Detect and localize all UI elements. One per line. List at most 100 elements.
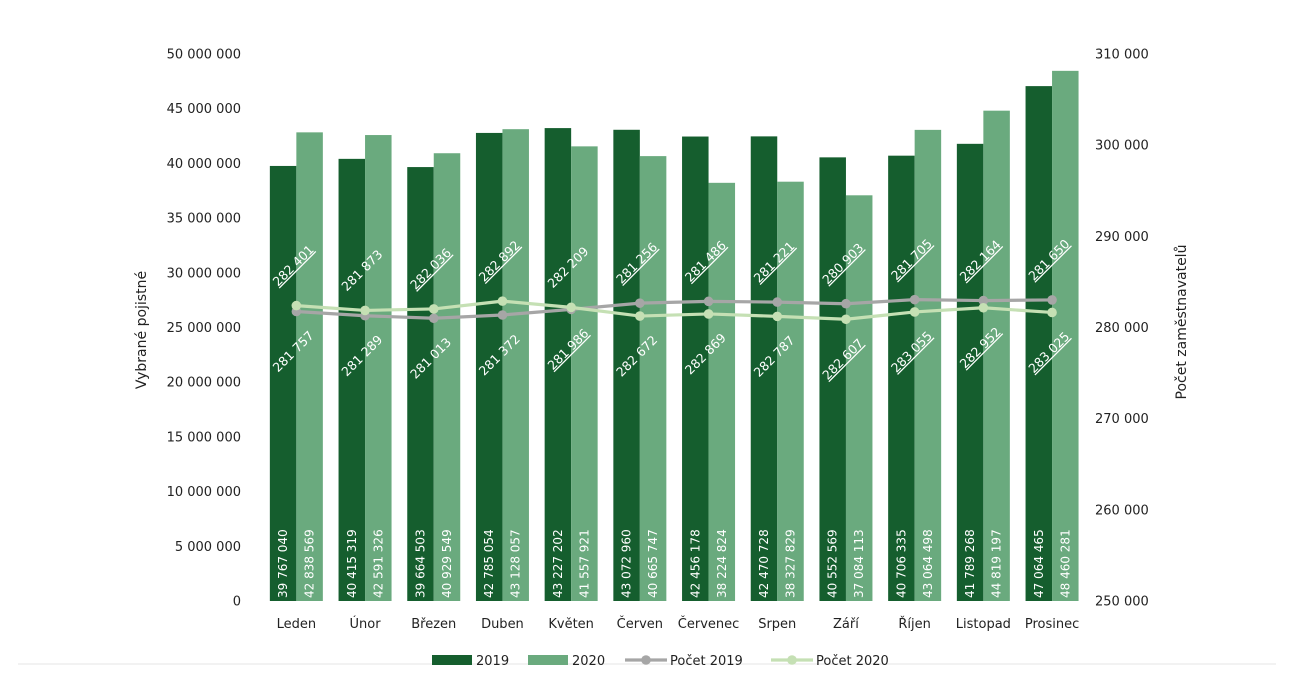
bar-2020-Listopad [983,110,1010,602]
bar-value-label: 39 664 503 [414,529,428,598]
bar-value-label: 42 591 326 [371,529,385,598]
bar-value-label: 41 557 921 [577,529,591,598]
bar-2020-Duben [502,129,529,601]
legend-swatch [528,655,568,665]
bar-value-label: 42 456 178 [688,529,702,598]
x-tick-label: Duben [481,617,524,632]
point-Počet 2019-Červen [635,298,645,308]
x-tick-label: Únor [350,616,382,632]
y2-tick-label: 270 000 [1095,412,1149,427]
point-Počet 2020-Říjen [909,307,920,317]
legend-label: 2020 [572,654,605,669]
legend-swatch [432,655,472,665]
y-tick-label: 35 000 000 [167,212,241,227]
bar-value-label: 42 785 054 [482,529,496,598]
point-Počet 2019-Listopad [978,295,989,306]
x-tick-label: Říjen [898,616,931,632]
point-Počet 2019-Duben [497,310,508,320]
y2-tick-label: 260 000 [1095,503,1149,518]
bar-value-label: 42 470 728 [757,529,771,598]
x-tick-label: Červenec [678,616,740,632]
legend-label: Počet 2019 [670,654,743,669]
bar-value-label: 40 665 747 [646,529,660,598]
bar-2020-Červen [639,156,667,601]
bar-value-label: 43 064 498 [921,529,935,598]
x-tick-label: Listopad [956,617,1011,632]
bar-2019-Únor [338,158,366,601]
y2-tick-label: 280 000 [1095,321,1149,336]
point-Počet 2019-Červenec [703,296,714,307]
y-tick-label: 20 000 000 [167,376,241,391]
bar-2019-Červen [613,129,640,602]
bar-2020-Říjen [914,129,942,601]
x-tick-label: Září [833,617,859,632]
bar-value-label: 40 929 549 [440,529,454,598]
bar-value-label: 37 084 113 [852,529,866,598]
bar-2020-Září [845,195,873,601]
bar-2019-Leden [269,165,297,601]
bar-value-label: 43 227 202 [551,529,565,598]
legend-label: 2019 [476,654,509,669]
bar-value-label: 38 224 824 [715,529,729,598]
bar-2020-Květen [571,146,598,602]
bar-value-label: 40 552 569 [826,529,840,598]
bar-2019-Září [819,157,846,601]
legend-marker [641,655,651,665]
bar-value-label: 40 706 335 [894,529,908,598]
bar-value-label: 48 460 281 [1058,529,1072,598]
y-tick-label: 30 000 000 [167,266,241,281]
y-axis-title: Vybrané pojistné [134,271,150,389]
bar-2019-Říjen [888,155,915,601]
line-Počet 2020 [296,299,1053,321]
lines [291,294,1057,325]
bar-2020-Březen [433,153,461,602]
y-tick-label: 40 000 000 [167,157,241,172]
bars [269,70,1079,602]
y-tick-label: 25 000 000 [167,321,241,336]
bar-value-label: 42 838 569 [303,529,317,598]
bar-value-label: 44 819 197 [990,529,1004,598]
legend-marker [787,655,797,665]
bar-2019-Srpen [750,136,778,601]
right-axis-ticks: 250 000 260 000 270 000 280 000 290 000 300 0… [1095,48,1149,610]
point-Počet 2020-Únor [360,305,370,316]
bar-value-label: 41 789 268 [963,529,977,598]
bar-2019-Prosinec [1025,86,1053,602]
legend-label: Počet 2020 [816,654,889,669]
bar-value-label: 47 064 465 [1032,529,1046,598]
bar-2019-Listopad [956,143,984,601]
point-Počet 2020-Květen [566,302,576,313]
point-Počet 2020-Srpen [772,311,783,322]
y2-tick-label: 300 000 [1095,139,1149,154]
bar-2020-Srpen [777,181,804,602]
y-tick-label: 15 000 000 [167,430,241,445]
bar-value-label: 39 767 040 [276,529,290,598]
bar-2019-Březen [407,167,434,601]
x-tick-label: Srpen [758,617,796,632]
point-Počet 2020-Listopad [978,302,989,313]
line-Počet 2019 [296,298,1053,320]
y-tick-label: 50 000 000 [167,48,241,63]
x-tick-label: Červen [617,616,663,632]
bar-2020-Únor [365,135,392,601]
bar-value-label: 43 072 960 [620,529,634,598]
point-Počet 2019-Prosinec [1047,295,1057,305]
point-Počet 2020-Leden [291,300,302,311]
y2-tick-label: 290 000 [1095,230,1149,245]
point-Počet 2019-Březen [428,313,439,324]
point-Počet 2020-Červenec [703,309,714,319]
legend: 2019 2020 Počet 2019 Počet 2020 [432,654,889,669]
point-Počet 2020-Březen [428,304,439,314]
bar-2019-Červenec [682,136,709,601]
y-tick-label: 10 000 000 [167,485,241,500]
y2-axis-title: Počet zaměstnavatelů [1174,245,1190,400]
x-tick-label: Prosinec [1025,617,1079,632]
left-axis-ticks: 0 5 000 000 10 000 000 15 000 000 20 000 000… [167,48,241,610]
bar-value-label: 43 128 057 [509,529,523,598]
x-tick-label: Březen [411,617,456,632]
point-Počet 2019-Říjen [909,294,920,305]
y-tick-label: 45 000 000 [167,102,241,117]
y2-tick-label: 250 000 [1095,595,1149,610]
point-Počet 2020-Duben [497,296,508,306]
